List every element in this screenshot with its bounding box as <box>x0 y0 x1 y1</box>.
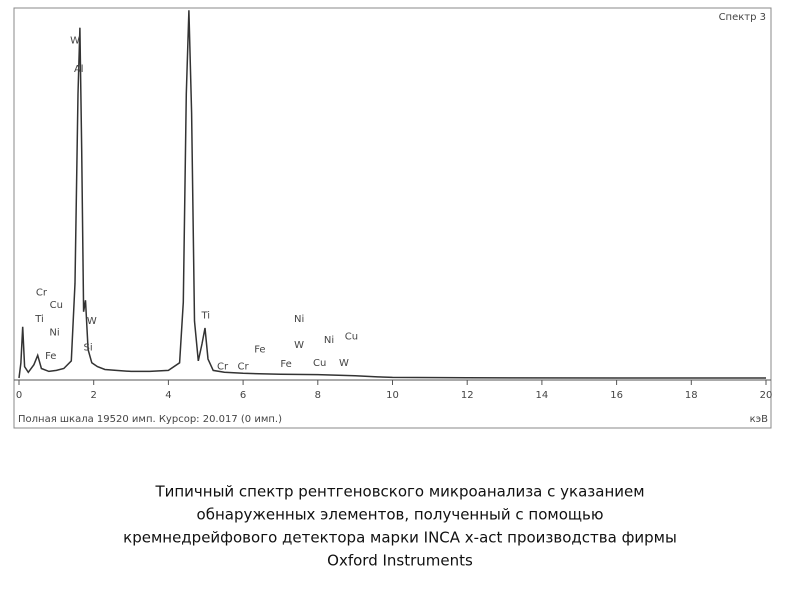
chart-title: Спектр 3 <box>719 12 766 23</box>
peak-label: Ni <box>49 328 59 339</box>
peak-label: Cr <box>238 362 250 373</box>
x-tick-label: 16 <box>610 390 623 401</box>
peak-label: Cu <box>345 331 358 342</box>
peak-label: Fe <box>254 345 265 356</box>
x-tick-label: 18 <box>685 390 698 401</box>
caption-line: обнаруженных элементов, полученный с пом… <box>197 506 604 524</box>
peak-label: Cr <box>36 288 48 299</box>
x-tick-label: 20 <box>760 390 773 401</box>
peak-label: W <box>70 36 80 47</box>
frame <box>13 7 772 429</box>
x-tick-label: 4 <box>165 390 171 401</box>
footer: Полная шкала 19520 имп. Курсор: 20.017 (… <box>18 414 282 425</box>
x-tick-label: 14 <box>536 390 549 401</box>
peak-label: Si <box>84 343 93 354</box>
caption-line: Oxford Instruments <box>327 552 473 570</box>
peak-label: W <box>294 340 304 351</box>
peak-label: Ni <box>294 314 304 325</box>
x-tick-label: 6 <box>240 390 246 401</box>
x-tick-label: 0 <box>16 390 22 401</box>
peak-label: Ni <box>324 335 334 346</box>
peak-label: Al <box>74 64 84 75</box>
x-tick-label: 2 <box>91 390 97 401</box>
peak-label: W <box>87 316 97 327</box>
peak-label: Fe <box>280 359 291 370</box>
spectrum-line <box>18 10 766 379</box>
x-tick-label: 10 <box>386 390 399 401</box>
x-tick-label: 8 <box>315 390 321 401</box>
caption-line: кремнедрейфового детектора марки INCA x-… <box>123 529 677 547</box>
peak-label: Cr <box>217 362 229 373</box>
x-axis-label: кэВ <box>750 414 769 425</box>
peak-label: Cu <box>313 358 326 369</box>
peak-label: Ti <box>200 310 210 321</box>
x-tick-label: 12 <box>461 390 474 401</box>
peak-label: Fe <box>45 351 56 362</box>
peak-label: W <box>339 358 349 369</box>
peak-label: Ti <box>34 314 44 325</box>
caption-line: Типичный спектр рентгеновского микроанал… <box>154 483 644 501</box>
peak-label: Cu <box>50 300 63 311</box>
